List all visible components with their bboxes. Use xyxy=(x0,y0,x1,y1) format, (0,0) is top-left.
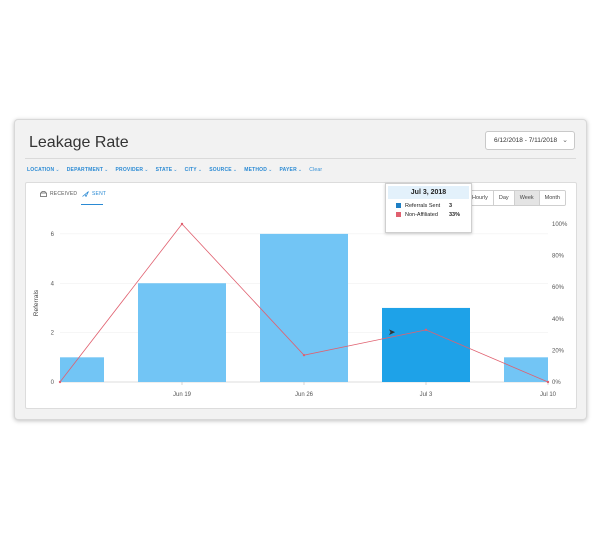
x-tick-label: Jun 26 xyxy=(295,392,314,398)
chevron-down-icon: ⌄ xyxy=(173,167,178,173)
line-point xyxy=(424,328,428,332)
tab-received[interactable]: RECEIVED xyxy=(40,191,77,197)
x-tick-label: Jul 3 xyxy=(420,392,433,398)
line-point xyxy=(546,380,550,384)
tooltip-value: 33% xyxy=(449,211,461,218)
legend-swatch xyxy=(396,203,401,208)
line-point xyxy=(58,380,62,384)
filter-payer[interactable]: PAYER⌄ xyxy=(279,167,302,177)
range-day-button[interactable]: Day xyxy=(493,191,515,205)
filter-label: CITY xyxy=(184,167,197,173)
tooltip-title: Jul 3, 2018 xyxy=(388,186,469,199)
range-hourly-button[interactable]: Hourly xyxy=(467,191,494,205)
inbox-icon xyxy=(40,191,47,197)
tooltip-row: Non-Affiliated 33% xyxy=(386,210,471,219)
x-tick-label: Jun 19 xyxy=(173,392,192,398)
chevron-down-icon: ⌄ xyxy=(297,167,303,173)
y-tick-label: 6 xyxy=(51,232,55,238)
chevron-down-icon: ⌄ xyxy=(197,167,203,173)
chevron-down-icon: ⌄ xyxy=(232,167,238,173)
bar xyxy=(138,283,226,382)
y2-tick-label: 40% xyxy=(552,317,565,323)
active-tab-indicator xyxy=(81,204,103,205)
date-range-select[interactable]: 6/12/2018 - 7/11/2018 ⌄ xyxy=(485,131,575,150)
line-point xyxy=(180,222,184,226)
chevron-down-icon: ⌄ xyxy=(268,167,273,173)
filter-bar: LOCATION⌄ DEPARTMENT⌄ PROVIDER⌄ STATE⌄ C… xyxy=(27,167,322,177)
y2-tick-label: 100% xyxy=(552,222,568,228)
y2-tick-label: 60% xyxy=(552,285,565,291)
y-tick-label: 4 xyxy=(51,281,55,287)
chevron-down-icon: ⌄ xyxy=(104,167,109,173)
y2-tick-label: 80% xyxy=(552,254,565,260)
date-range-value: 6/12/2018 - 7/11/2018 xyxy=(494,137,558,144)
chevron-down-icon: ⌄ xyxy=(55,167,60,173)
range-month-button[interactable]: Month xyxy=(539,191,565,205)
tab-sent-label: SENT xyxy=(92,191,107,197)
filter-source[interactable]: SOURCE⌄ xyxy=(209,167,237,177)
filter-location[interactable]: LOCATION⌄ xyxy=(27,167,60,177)
filter-city[interactable]: CITY⌄ xyxy=(185,167,203,177)
tooltip-row: Referrals Sent 3 xyxy=(386,201,471,210)
filter-label: LOCATION xyxy=(27,167,55,173)
filter-label: SOURCE xyxy=(209,167,232,173)
filter-department[interactable]: DEPARTMENT⌄ xyxy=(67,167,109,177)
header-divider xyxy=(25,158,576,159)
y2-tick-label: 0% xyxy=(552,380,561,386)
tooltip-label: Non-Affiliated xyxy=(405,211,438,218)
filter-label: PAYER xyxy=(279,167,297,173)
mouse-pointer-icon: ➤ xyxy=(388,327,396,337)
legend-swatch xyxy=(396,212,401,217)
clear-filters-link[interactable]: Clear xyxy=(309,167,323,173)
bar xyxy=(504,357,548,382)
chevron-down-icon: ⌄ xyxy=(562,137,568,144)
bar xyxy=(382,307,470,382)
y2-tick-label: 20% xyxy=(552,348,565,354)
filter-label: PROVIDER xyxy=(115,167,144,173)
filter-provider[interactable]: PROVIDER⌄ xyxy=(115,167,148,177)
chevron-down-icon: ⌄ xyxy=(144,167,149,173)
filter-state[interactable]: STATE⌄ xyxy=(156,167,178,177)
time-range-toggle: Hourly Day Week Month xyxy=(466,190,566,206)
card-title: Leakage Rate xyxy=(29,134,129,151)
y-tick-label: 2 xyxy=(51,331,55,337)
tab-received-label: RECEIVED xyxy=(50,191,78,197)
filter-method[interactable]: METHOD⌄ xyxy=(244,167,272,177)
chart-tooltip: Jul 3, 2018 Referrals Sent 3 Non-Affilia… xyxy=(385,183,472,233)
bar xyxy=(260,233,348,382)
filter-label: STATE xyxy=(155,167,173,173)
send-icon xyxy=(82,191,89,197)
filter-label: DEPARTMENT xyxy=(66,167,104,173)
x-tick-label: Jul 10 xyxy=(540,392,557,398)
filter-label: METHOD xyxy=(244,167,268,173)
tab-sent[interactable]: SENT xyxy=(82,191,106,197)
y-tick-label: 0 xyxy=(51,380,55,386)
line-point xyxy=(302,353,306,357)
y-axis-label: Referrals xyxy=(33,289,40,316)
tooltip-label: Referrals Sent xyxy=(405,202,441,209)
tooltip-value: 3 xyxy=(449,202,453,209)
range-week-button[interactable]: Week xyxy=(514,191,540,205)
bar xyxy=(60,357,104,382)
